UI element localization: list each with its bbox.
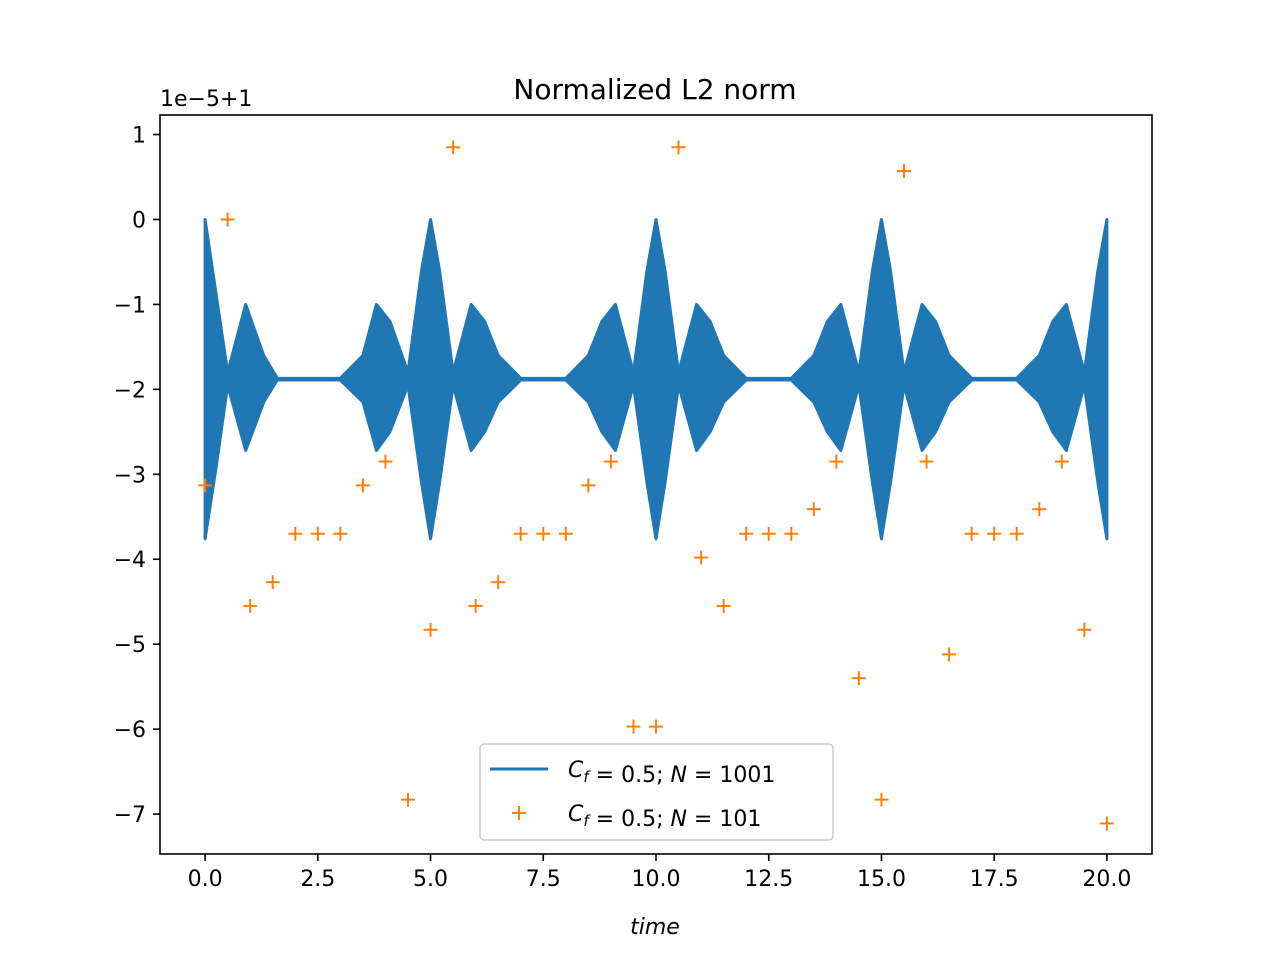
y-tick-label: −4 (114, 548, 146, 573)
x-tick-label: 7.5 (526, 867, 561, 892)
series-band-n1001 (203, 217, 1109, 541)
data-point-marker (581, 478, 596, 493)
y-tick-label: −7 (114, 803, 146, 828)
data-point-marker (423, 622, 438, 637)
legend-label-n1001: Cf = 0.5; N = 1001 (568, 758, 775, 788)
data-point-marker (401, 792, 415, 807)
legend-box (479, 743, 834, 841)
data-point-marker (378, 454, 393, 469)
plot-area (198, 140, 1114, 831)
y-tick-label: −5 (114, 633, 146, 658)
data-point-marker (761, 526, 776, 541)
data-point-marker (874, 792, 889, 807)
data-point-marker (243, 598, 258, 613)
data-point-marker (1009, 526, 1024, 541)
data-point-marker (1032, 502, 1047, 517)
data-point-marker (694, 550, 709, 565)
data-point-marker (1099, 816, 1114, 831)
data-point-marker (851, 671, 866, 686)
data-point-marker (806, 502, 821, 517)
data-point-marker (468, 598, 483, 613)
data-point-marker (784, 526, 799, 541)
data-point-marker (1077, 622, 1092, 637)
data-point-marker (716, 598, 731, 613)
data-point-marker (513, 526, 528, 541)
x-axis-label: time (630, 915, 680, 940)
legend-label-n101: Cf = 0.5; N = 101 (568, 802, 761, 832)
x-tick-label: 12.5 (744, 867, 793, 892)
data-point-marker (491, 575, 506, 590)
chart-title: Normalized L2 norm (513, 73, 796, 106)
data-point-marker (919, 454, 934, 469)
data-point-marker (829, 454, 844, 469)
data-point-marker (1054, 454, 1069, 469)
data-point-marker (739, 526, 754, 541)
data-point-marker (671, 140, 686, 155)
x-tick-label: 20.0 (1082, 867, 1131, 892)
data-point-marker (198, 478, 213, 493)
y-tick-label: 1 (132, 124, 146, 149)
data-point-marker (536, 526, 551, 541)
data-point-marker (288, 526, 303, 541)
data-point-marker (649, 719, 663, 734)
x-tick-label: 15.0 (857, 867, 906, 892)
data-point-marker (355, 478, 370, 493)
x-tick-label: 10.0 (632, 867, 681, 892)
x-tick-label: 17.5 (970, 867, 1019, 892)
x-tick-label: 0.0 (188, 867, 223, 892)
axes: 0.0 2.5 5.0 7.5 10.0 12.5 15.0 17.5 20.0 1 0 −1 −2 −3… (114, 114, 1153, 892)
data-point-marker (942, 647, 957, 662)
x-tick-label: 5.0 (413, 867, 448, 892)
y-tick-label: −3 (114, 463, 146, 488)
data-point-marker (964, 526, 979, 541)
data-point-marker (446, 140, 461, 155)
y-tick-label: 0 (132, 208, 146, 233)
data-point-marker (626, 719, 641, 734)
y-tick-label: −6 (114, 718, 146, 743)
data-point-marker (987, 526, 1002, 541)
data-point-marker (265, 575, 280, 590)
y-tick-label: −2 (114, 378, 146, 403)
y-tick-label: −1 (114, 293, 146, 318)
x-tick-label: 2.5 (300, 867, 335, 892)
data-point-marker (603, 454, 618, 469)
data-point-marker (333, 526, 348, 541)
data-point-marker (220, 212, 235, 227)
y-axis-offset-label: 1e−5+1 (160, 87, 252, 112)
data-point-marker (310, 526, 325, 541)
data-point-marker (897, 164, 911, 179)
data-point-marker (558, 526, 573, 541)
legend: Cf = 0.5; N = 1001 Cf = 0.5; N = 101 (479, 743, 834, 841)
